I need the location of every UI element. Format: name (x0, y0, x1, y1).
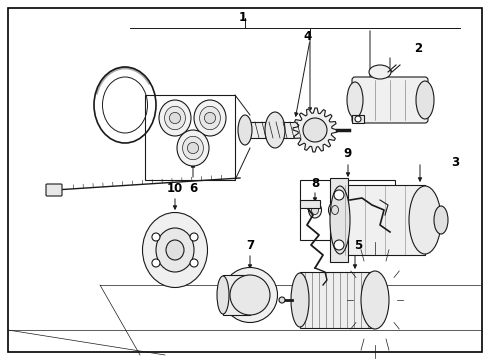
Ellipse shape (183, 136, 203, 160)
Ellipse shape (238, 115, 252, 145)
FancyBboxPatch shape (46, 184, 62, 196)
Circle shape (279, 297, 285, 303)
Text: 2: 2 (414, 41, 422, 54)
Circle shape (170, 112, 181, 123)
Text: 6: 6 (189, 181, 197, 194)
Polygon shape (293, 108, 337, 152)
Ellipse shape (166, 240, 184, 260)
Ellipse shape (361, 271, 389, 329)
Ellipse shape (194, 100, 226, 136)
Ellipse shape (230, 275, 270, 315)
Ellipse shape (416, 81, 434, 119)
Circle shape (204, 112, 216, 123)
Ellipse shape (222, 267, 277, 323)
Ellipse shape (156, 228, 194, 272)
Circle shape (355, 116, 361, 122)
Circle shape (187, 143, 198, 154)
Text: 5: 5 (354, 239, 362, 252)
Ellipse shape (312, 206, 318, 215)
Bar (340, 185, 425, 255)
Ellipse shape (347, 82, 363, 118)
Ellipse shape (177, 130, 209, 166)
Circle shape (303, 118, 327, 142)
Circle shape (334, 190, 344, 200)
Ellipse shape (159, 100, 191, 136)
Ellipse shape (328, 202, 342, 218)
Bar (300, 200, 320, 208)
Ellipse shape (309, 202, 321, 218)
Circle shape (334, 240, 344, 250)
Bar (300, 180, 395, 240)
Circle shape (190, 233, 198, 241)
Bar (245, 122, 315, 138)
Text: 7: 7 (246, 239, 254, 252)
Bar (352, 115, 364, 123)
Ellipse shape (330, 186, 350, 254)
Ellipse shape (369, 65, 391, 79)
Bar (223, 275, 250, 315)
Ellipse shape (143, 212, 207, 288)
Ellipse shape (199, 106, 220, 130)
Circle shape (190, 259, 198, 267)
Text: 9: 9 (344, 147, 352, 159)
Text: 8: 8 (311, 176, 319, 189)
Text: 4: 4 (304, 30, 312, 42)
Text: 10: 10 (167, 181, 183, 194)
Ellipse shape (265, 112, 285, 148)
Circle shape (152, 259, 160, 267)
Bar (145, 95, 235, 180)
Text: 1: 1 (239, 10, 247, 23)
Ellipse shape (409, 186, 441, 254)
Ellipse shape (291, 273, 309, 327)
Circle shape (152, 233, 160, 241)
Ellipse shape (165, 106, 185, 130)
Ellipse shape (434, 206, 448, 234)
FancyBboxPatch shape (352, 77, 428, 123)
Ellipse shape (217, 276, 229, 314)
Bar (300, 272, 375, 328)
Bar (330, 178, 348, 262)
Text: 3: 3 (451, 156, 459, 168)
Ellipse shape (332, 206, 339, 215)
